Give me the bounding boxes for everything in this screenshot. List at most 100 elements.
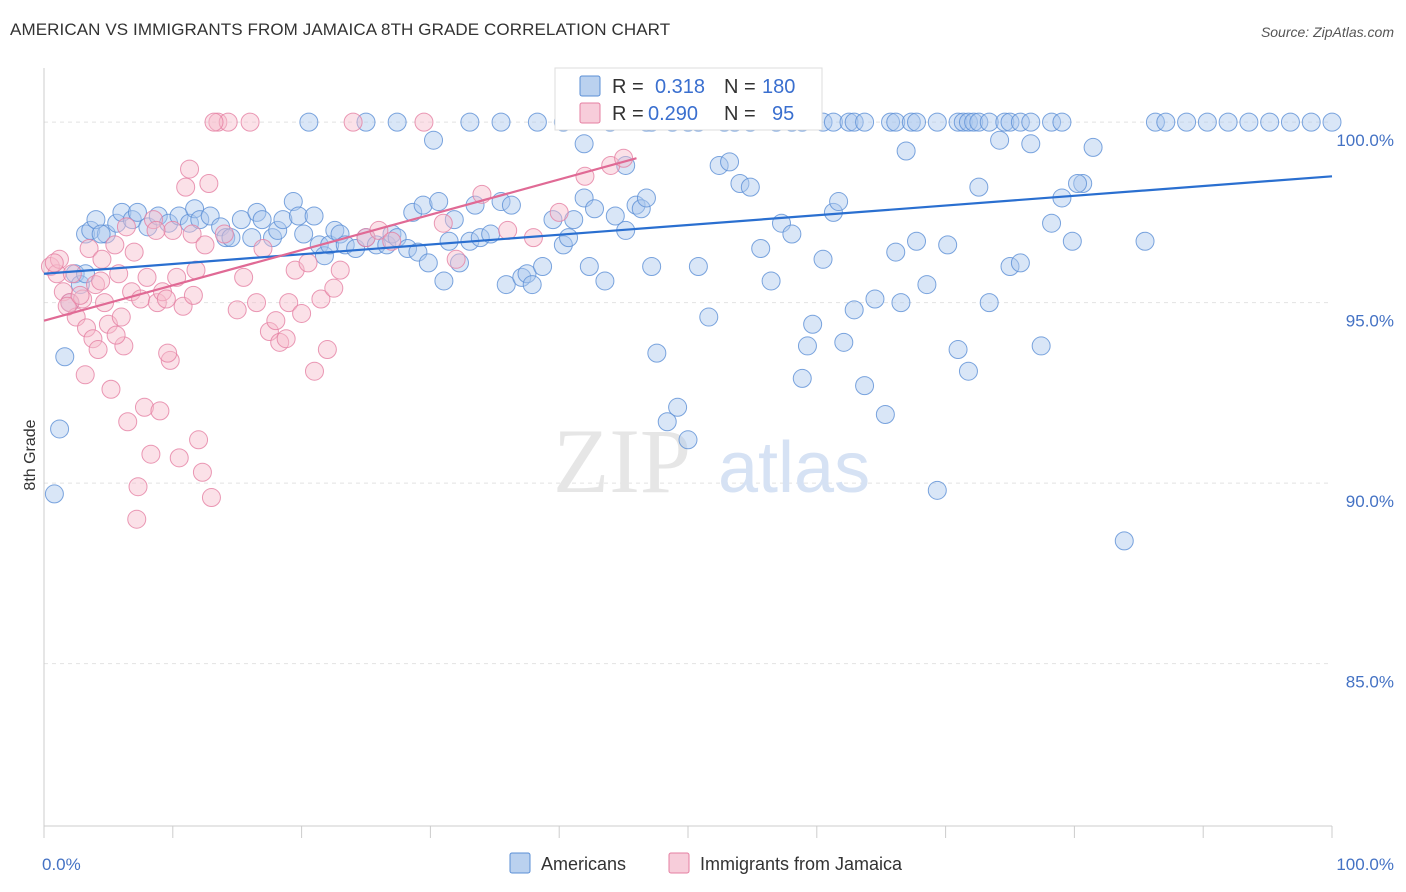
- point-jamaica: [158, 343, 178, 363]
- point-jamaica: [111, 307, 131, 327]
- point-americans: [1135, 231, 1155, 251]
- point-americans: [1260, 112, 1280, 132]
- tick-labels: 85.0% 90.0% 95.0% 100.0% 0.0% 100.0%: [42, 131, 1394, 874]
- point-jamaica: [127, 509, 147, 529]
- point-americans: [377, 235, 397, 255]
- point-americans: [1197, 112, 1217, 132]
- point-americans: [969, 177, 989, 197]
- point-americans: [829, 192, 849, 212]
- point-americans: [543, 210, 563, 230]
- point-americans: [901, 112, 921, 132]
- point-jamaica: [88, 340, 108, 360]
- point-americans: [512, 267, 532, 287]
- point-americans: [969, 112, 989, 132]
- point-americans: [107, 213, 127, 233]
- point-jamaica: [183, 285, 203, 305]
- point-americans: [730, 174, 750, 194]
- point-americans: [356, 112, 376, 132]
- point-americans: [699, 307, 719, 327]
- point-jamaica: [218, 112, 238, 132]
- point-americans: [76, 224, 96, 244]
- trend-line-americans: [43, 175, 1333, 275]
- point-jamaica: [549, 202, 569, 222]
- point-jamaica: [70, 285, 90, 305]
- point-americans: [574, 134, 594, 154]
- point-americans: [50, 419, 70, 439]
- point-americans: [434, 271, 454, 291]
- point-jamaica: [176, 177, 196, 197]
- chart-title: AMERICAN VS IMMIGRANTS FROM JAMAICA 8TH …: [10, 20, 671, 39]
- point-jamaica: [182, 224, 202, 244]
- point-jamaica: [311, 289, 331, 309]
- point-jamaica: [317, 340, 337, 360]
- legend-swatch-jamaica: [579, 102, 601, 124]
- point-americans: [979, 112, 999, 132]
- point-jamaica: [234, 267, 254, 287]
- point-jamaica: [116, 217, 136, 237]
- point-americans: [179, 213, 199, 233]
- point-americans: [112, 202, 132, 222]
- point-jamaica: [137, 267, 157, 287]
- point-americans: [907, 231, 927, 251]
- legend-n-label-americans: N =: [724, 76, 756, 98]
- point-americans: [1042, 112, 1062, 132]
- point-jamaica: [77, 318, 97, 338]
- point-americans: [44, 484, 64, 504]
- point-americans: [444, 210, 464, 230]
- point-americans: [501, 195, 521, 215]
- point-americans: [792, 368, 812, 388]
- point-jamaica: [128, 477, 148, 497]
- legend-n-value-americans: 180: [762, 76, 795, 98]
- point-americans: [585, 199, 605, 219]
- point-americans: [990, 130, 1010, 150]
- point-americans: [834, 332, 854, 352]
- point-americans: [626, 195, 646, 215]
- point-americans: [953, 112, 973, 132]
- legend-n-value-jamaica: 95: [772, 103, 794, 125]
- point-americans: [398, 238, 418, 258]
- point-americans: [288, 206, 308, 226]
- point-americans: [823, 112, 843, 132]
- correlation-legend: R = 0.318 N = 180 R = 0.290 N = 95: [554, 67, 823, 131]
- point-jamaica: [169, 448, 189, 468]
- point-americans: [1031, 336, 1051, 356]
- point-americans: [325, 220, 345, 240]
- point-jamaica: [189, 430, 209, 450]
- watermark-zip: ZIP: [553, 410, 691, 512]
- point-americans: [1068, 174, 1088, 194]
- point-americans: [491, 112, 511, 132]
- point-jamaica: [91, 271, 111, 291]
- trend-lines: [43, 157, 1333, 322]
- point-americans: [449, 253, 469, 273]
- point-americans: [720, 152, 740, 172]
- point-americans: [875, 405, 895, 425]
- point-jamaica: [298, 253, 318, 273]
- point-jamaica: [199, 174, 219, 194]
- point-americans: [252, 210, 272, 230]
- point-jamaica: [92, 249, 112, 269]
- point-americans: [896, 141, 916, 161]
- point-americans: [839, 112, 859, 132]
- y-tick-label: 100.0%: [1336, 131, 1394, 150]
- point-americans: [1000, 112, 1020, 132]
- point-americans: [273, 210, 293, 230]
- point-americans: [678, 430, 698, 450]
- point-jamaica: [227, 300, 247, 320]
- point-jamaica: [79, 238, 99, 258]
- point-americans: [855, 112, 875, 132]
- legend-r-label-americans: R =: [612, 76, 644, 98]
- point-jamaica: [324, 278, 344, 298]
- point-americans: [439, 231, 459, 251]
- point-americans: [865, 289, 885, 309]
- point-americans: [91, 224, 111, 244]
- watermark-atlas: atlas: [718, 428, 870, 508]
- point-americans: [844, 300, 864, 320]
- legend-bottom-label-jamaica: Immigrants from Jamaica: [700, 854, 903, 874]
- point-americans: [813, 249, 833, 269]
- point-jamaica: [180, 159, 200, 179]
- point-americans: [1010, 112, 1030, 132]
- point-americans: [418, 253, 438, 273]
- point-americans: [231, 210, 251, 230]
- legend-n-label-jamaica: N =: [724, 103, 756, 125]
- point-americans: [304, 206, 324, 226]
